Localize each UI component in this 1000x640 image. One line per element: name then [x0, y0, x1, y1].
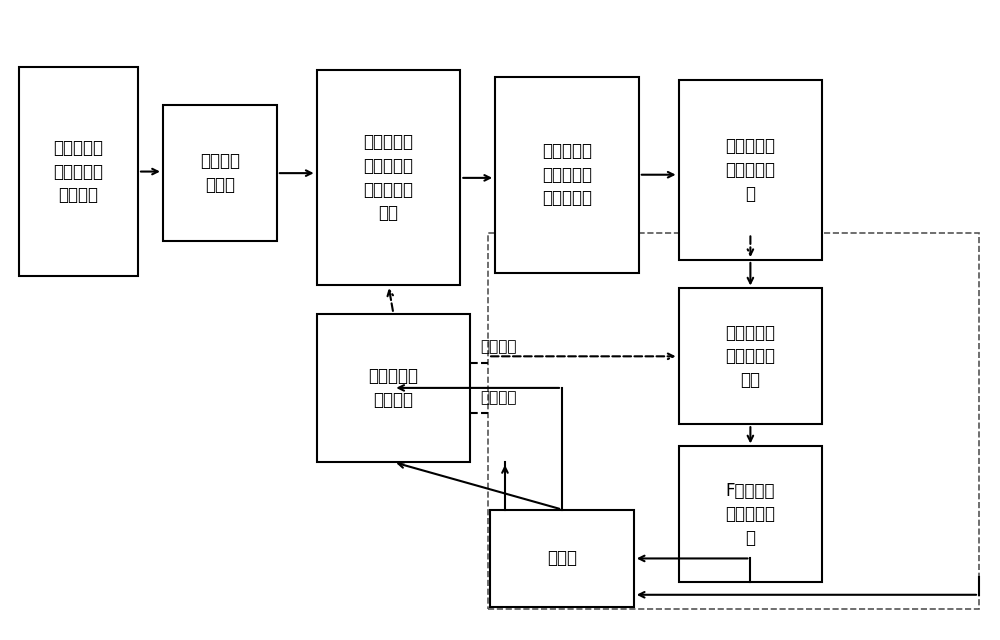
FancyBboxPatch shape: [679, 289, 822, 424]
FancyBboxPatch shape: [317, 314, 470, 462]
FancyBboxPatch shape: [679, 80, 822, 260]
Text: 控制信号: 控制信号: [480, 339, 517, 355]
Text: 对准标记移
到视场参考
标记位置: 对准标记移 到视场参考 标记位置: [54, 139, 104, 204]
FancyBboxPatch shape: [19, 67, 138, 276]
Text: 探测器: 探测器: [547, 550, 577, 568]
Text: 设置照明方
式，控制成
像调节单元
动作: 设置照明方 式，控制成 像调节单元 动作: [363, 134, 413, 222]
FancyBboxPatch shape: [679, 446, 822, 582]
FancyBboxPatch shape: [163, 105, 277, 241]
FancyBboxPatch shape: [495, 77, 639, 273]
FancyBboxPatch shape: [317, 70, 460, 285]
Text: F：对准和
参考标记成
像: F：对准和 参考标记成 像: [725, 482, 775, 547]
Text: 对准的光
源开启: 对准的光 源开启: [200, 152, 240, 194]
Text: 对准标记移
出参考标记
位置: 对准标记移 出参考标记 位置: [725, 324, 775, 389]
Text: 对准标记与
参考标记位
置干涉信息: 对准标记与 参考标记位 置干涉信息: [542, 142, 592, 207]
Text: 运动台垂向
搜索最佳焦
面: 运动台垂向 搜索最佳焦 面: [725, 138, 775, 203]
FancyBboxPatch shape: [490, 509, 634, 607]
Text: 控制信号: 控制信号: [480, 390, 517, 405]
Text: 信号处理及
控制单元: 信号处理及 控制单元: [368, 367, 418, 409]
